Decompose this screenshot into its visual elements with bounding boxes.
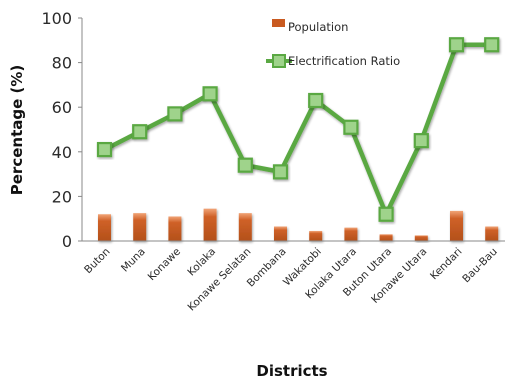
x-tick-label: Konawe	[146, 246, 183, 283]
line-layer	[103, 42, 492, 217]
y-ticks: 0 20 40 60 80 100	[41, 9, 82, 251]
y-tick-label: 0	[62, 232, 72, 251]
bar-population	[344, 227, 358, 241]
y-axis-title: Percentage (%)	[8, 65, 26, 195]
y-tick-label: 40	[52, 143, 72, 162]
bar-population	[309, 230, 323, 241]
bar-population	[450, 210, 463, 241]
marker-electrification	[308, 92, 324, 109]
bars-layer	[98, 208, 499, 241]
x-axis-title: Districts	[256, 362, 327, 379]
marker-electrification	[413, 133, 429, 149]
bar-population	[238, 213, 252, 241]
marker-electrification	[167, 106, 183, 122]
x-tick-label: Kolaka	[185, 246, 218, 279]
marker-electrification	[343, 119, 359, 135]
line-electrification	[103, 42, 492, 217]
x-tick-label: Muna	[119, 246, 148, 275]
marker-electrification	[272, 164, 289, 180]
markers-layer	[96, 37, 500, 222]
bar-population	[133, 213, 147, 241]
bar-population	[168, 216, 182, 241]
y-tick-label: 20	[52, 187, 72, 206]
bar-population	[98, 214, 111, 241]
marker-electrification	[484, 37, 500, 53]
y-tick-label: 100	[41, 9, 72, 28]
marker-electrification	[378, 206, 394, 222]
marker-electrification	[96, 141, 113, 158]
bar-population	[203, 208, 217, 241]
legend: Population Electrification Ratio	[266, 19, 400, 68]
bar-population	[379, 234, 393, 241]
legend-label-population: Population	[288, 20, 348, 34]
bar-population	[414, 235, 428, 241]
bar-population	[485, 226, 499, 241]
bar-population	[274, 226, 287, 241]
marker-electrification	[202, 86, 218, 102]
x-tick-label: Konawe Selatan	[186, 246, 254, 314]
x-tick-label: Buton	[82, 246, 112, 276]
y-tick-label: 60	[52, 98, 72, 117]
legend-label-electrification: Electrification Ratio	[288, 54, 400, 68]
legend-swatch-population	[272, 19, 285, 27]
marker-electrification	[448, 37, 465, 53]
marker-electrification	[132, 124, 148, 140]
legend-swatch-marker	[272, 54, 286, 68]
x-tick-label: Bau-Bau	[460, 246, 500, 286]
marker-electrification	[237, 157, 253, 173]
y-tick-label: 80	[52, 54, 72, 73]
